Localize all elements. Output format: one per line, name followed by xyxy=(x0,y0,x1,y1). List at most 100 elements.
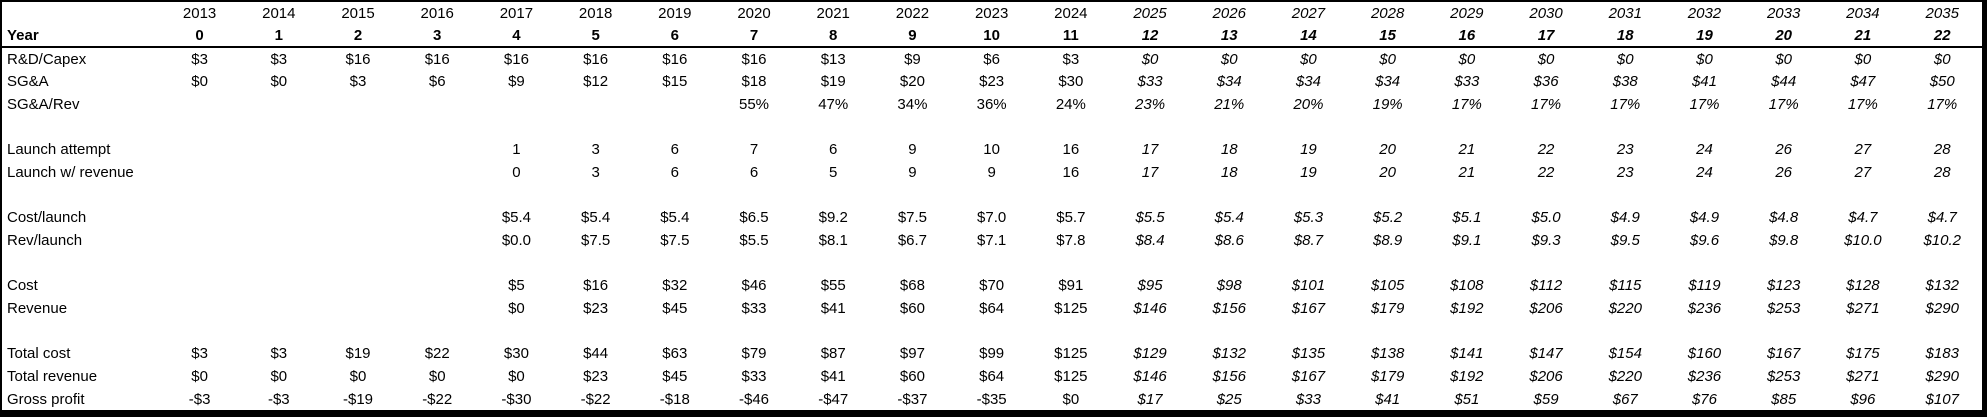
year-cell: 2022 xyxy=(895,4,930,22)
value-cell: 9 xyxy=(908,140,917,158)
value-cell: $253 xyxy=(1766,299,1801,317)
empty-cell xyxy=(794,115,873,138)
year-index-row: Year 0 1 2 3 4 5 6 7 8 9 10 11 12 13 14 15 16 17 18 19 20 21 22 xyxy=(2,24,1982,49)
value-cell: $59 xyxy=(1533,390,1559,408)
value-cell: $206 xyxy=(1529,367,1563,385)
row-label: Rev/launch xyxy=(7,231,83,249)
empty-label xyxy=(2,320,160,343)
year-cell: 2023 xyxy=(974,4,1009,22)
value-cell: $7.5 xyxy=(660,231,690,249)
value-cell: $3 xyxy=(270,345,288,363)
spacer-row xyxy=(2,115,1982,138)
empty-cell xyxy=(398,138,477,161)
value-cell: 16 xyxy=(1062,163,1080,181)
value-cell: $125 xyxy=(1054,299,1088,317)
empty-cell xyxy=(239,320,318,343)
year-index-cell: 18 xyxy=(1585,24,1665,49)
year-cell: 2028 xyxy=(1370,4,1405,22)
value-cell: $5.4 xyxy=(581,209,611,227)
value-cell: 17% xyxy=(1768,95,1799,113)
empty-cell xyxy=(1269,252,1348,275)
year-cell: 2021 xyxy=(816,4,850,22)
value-cell: $23 xyxy=(583,299,609,317)
value-cell: $44 xyxy=(583,345,609,363)
value-cell: 17% xyxy=(1451,95,1482,113)
value-cell: $135 xyxy=(1291,345,1326,363)
value-cell: $33 xyxy=(1454,72,1480,90)
year-index-cell: 6 xyxy=(635,24,715,49)
year-cell: 2016 xyxy=(420,4,454,22)
value-cell: $9 xyxy=(904,50,921,68)
empty-cell xyxy=(1744,115,1823,138)
empty-cell xyxy=(1031,320,1110,343)
empty-cell xyxy=(556,252,635,275)
empty-cell xyxy=(398,93,477,116)
table-row: Rev/launch $0.0 $7.5 $7.5 $5.5 $8.1 $6.7 $7.1 $7… xyxy=(2,229,1982,252)
row-label: Cost xyxy=(7,277,38,295)
value-cell: $30 xyxy=(1058,72,1084,90)
value-cell: 21 xyxy=(1458,140,1476,158)
empty-cell xyxy=(477,184,556,207)
value-cell: $10.0 xyxy=(1844,231,1882,249)
value-cell: $98 xyxy=(1216,277,1242,295)
year-index-cell: 13 xyxy=(1189,24,1269,49)
empty-cell xyxy=(952,184,1031,207)
value-cell: 55% xyxy=(739,95,770,113)
value-cell: $167 xyxy=(1291,299,1326,317)
empty-cell xyxy=(1665,184,1744,207)
year-cell: 2019 xyxy=(658,4,692,22)
value-cell: $3 xyxy=(349,72,367,90)
value-cell: -$47 xyxy=(818,390,849,408)
empty-cell xyxy=(1348,320,1427,343)
value-cell: 20% xyxy=(1293,95,1324,113)
value-cell: 6 xyxy=(670,140,679,158)
year-cell: 2026 xyxy=(1212,4,1246,22)
empty-label xyxy=(2,252,160,275)
empty-cell xyxy=(1506,252,1585,275)
value-cell: $5.7 xyxy=(1056,209,1086,227)
value-cell: $50 xyxy=(1929,72,1955,90)
empty-cell xyxy=(1586,184,1665,207)
value-cell: $76 xyxy=(1691,390,1717,408)
value-cell: -$30 xyxy=(501,390,532,408)
empty-cell xyxy=(873,115,952,138)
row-label: SG&A xyxy=(7,72,49,90)
value-cell: $4.9 xyxy=(1689,209,1720,227)
value-cell: $4.7 xyxy=(1848,209,1878,227)
year-cell: 2033 xyxy=(1766,4,1801,22)
value-cell: $99 xyxy=(979,345,1005,363)
value-cell: $0 xyxy=(1300,50,1317,68)
value-cell: 28 xyxy=(1933,140,1951,158)
value-cell: $60 xyxy=(899,299,925,317)
empty-cell xyxy=(1823,320,1902,343)
empty-cell xyxy=(635,252,714,275)
value-cell: $0 xyxy=(191,72,208,90)
value-cell: $253 xyxy=(1766,367,1801,385)
value-cell: $0 xyxy=(270,72,288,90)
value-cell: 22 xyxy=(1537,140,1555,158)
value-cell: $3 xyxy=(270,50,288,68)
value-cell: 22 xyxy=(1537,163,1555,181)
value-cell: $156 xyxy=(1212,299,1246,317)
empty-cell xyxy=(239,161,318,184)
value-cell: 6 xyxy=(670,163,679,181)
value-cell: $32 xyxy=(662,277,688,295)
empty-cell xyxy=(1190,320,1269,343)
value-cell: $0 xyxy=(1062,390,1080,408)
value-cell: $129 xyxy=(1133,345,1167,363)
year-cell: 2013 xyxy=(182,4,217,22)
value-cell: $5.3 xyxy=(1293,209,1324,227)
value-cell: $16 xyxy=(583,50,609,68)
value-cell: 47% xyxy=(818,95,849,113)
value-cell: $115 xyxy=(1609,277,1642,295)
empty-cell xyxy=(398,274,477,297)
value-cell: $38 xyxy=(1612,72,1638,90)
value-cell: $271 xyxy=(1846,367,1880,385)
value-cell: $23 xyxy=(979,72,1005,90)
value-cell: $41 xyxy=(1375,390,1401,408)
empty-cell xyxy=(1665,115,1744,138)
empty-cell xyxy=(398,320,477,343)
value-cell: $0 xyxy=(1696,50,1713,68)
value-cell: $105 xyxy=(1370,277,1405,295)
value-cell: -$35 xyxy=(976,390,1007,408)
